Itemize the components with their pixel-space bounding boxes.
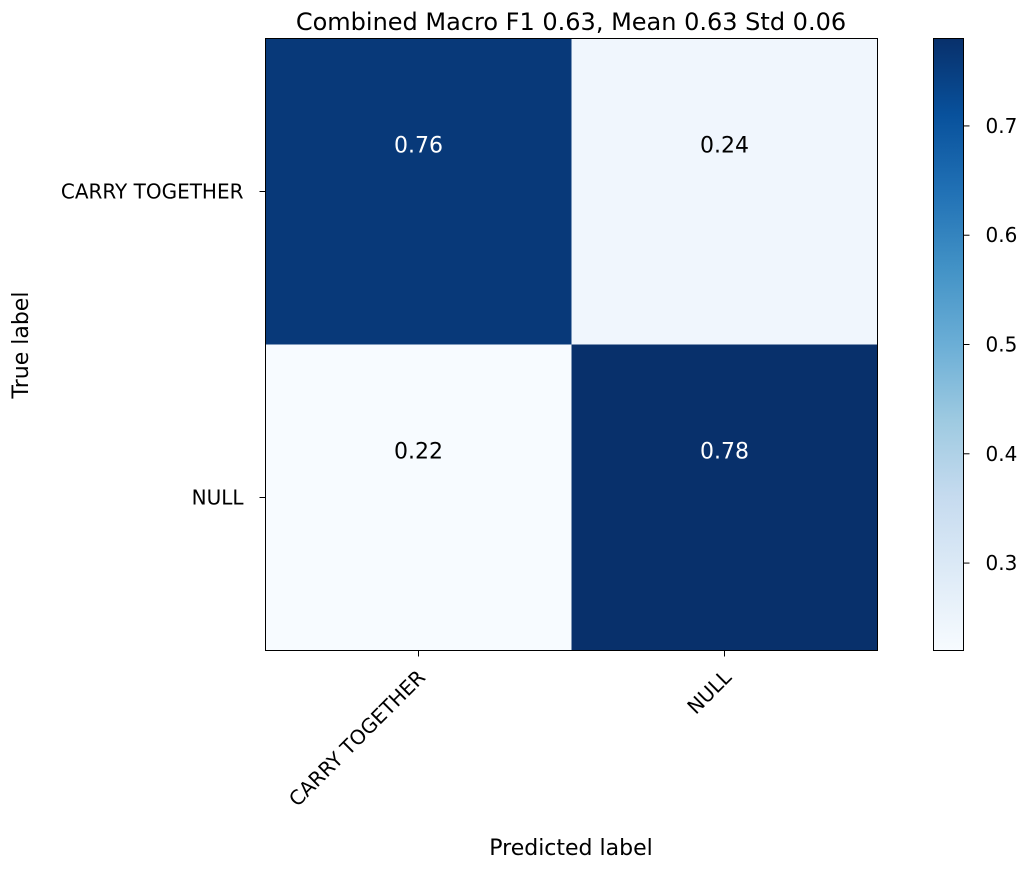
x-tick-label: NULL xyxy=(682,664,736,718)
y-axis-label: True label xyxy=(9,292,34,400)
cell-value-label: 0.24 xyxy=(700,134,749,159)
x-axis-label: Predicted label xyxy=(489,836,652,861)
colorbar-ticks: 0.3 0.4 0.5 0.6 0.7 xyxy=(963,114,1018,575)
heatmap-cell xyxy=(571,38,878,345)
colorbar-tick-label: 0.6 xyxy=(986,223,1018,247)
y-axis-ticks: CARRY TOGETHER NULL xyxy=(61,180,266,510)
heatmap-cells xyxy=(265,38,878,651)
chart-title: Combined Macro F1 0.63, Mean 0.63 Std 0.… xyxy=(296,8,846,36)
colorbar-tick-label: 0.7 xyxy=(986,114,1018,138)
heatmap-value-labels: 0.76 0.24 0.22 0.78 xyxy=(394,134,749,465)
cell-value-label: 0.78 xyxy=(700,440,749,465)
heatmap-cell xyxy=(571,344,878,651)
colorbar-tick-label: 0.3 xyxy=(986,551,1018,575)
cell-value-label: 0.76 xyxy=(394,134,443,159)
colorbar-tick-label: 0.4 xyxy=(986,442,1018,466)
colorbar xyxy=(933,38,964,651)
colorbar-tick-label: 0.5 xyxy=(986,333,1018,357)
cell-value-label: 0.22 xyxy=(394,440,443,465)
y-tick-label: NULL xyxy=(192,486,245,510)
x-axis-ticks: CARRY TOGETHER NULL xyxy=(284,650,737,811)
plot-frame xyxy=(265,38,878,651)
y-tick-label: CARRY TOGETHER xyxy=(61,180,244,204)
heatmap-cell xyxy=(265,344,572,651)
x-tick-label: CARRY TOGETHER xyxy=(284,665,430,811)
heatmap-cell xyxy=(265,38,572,345)
